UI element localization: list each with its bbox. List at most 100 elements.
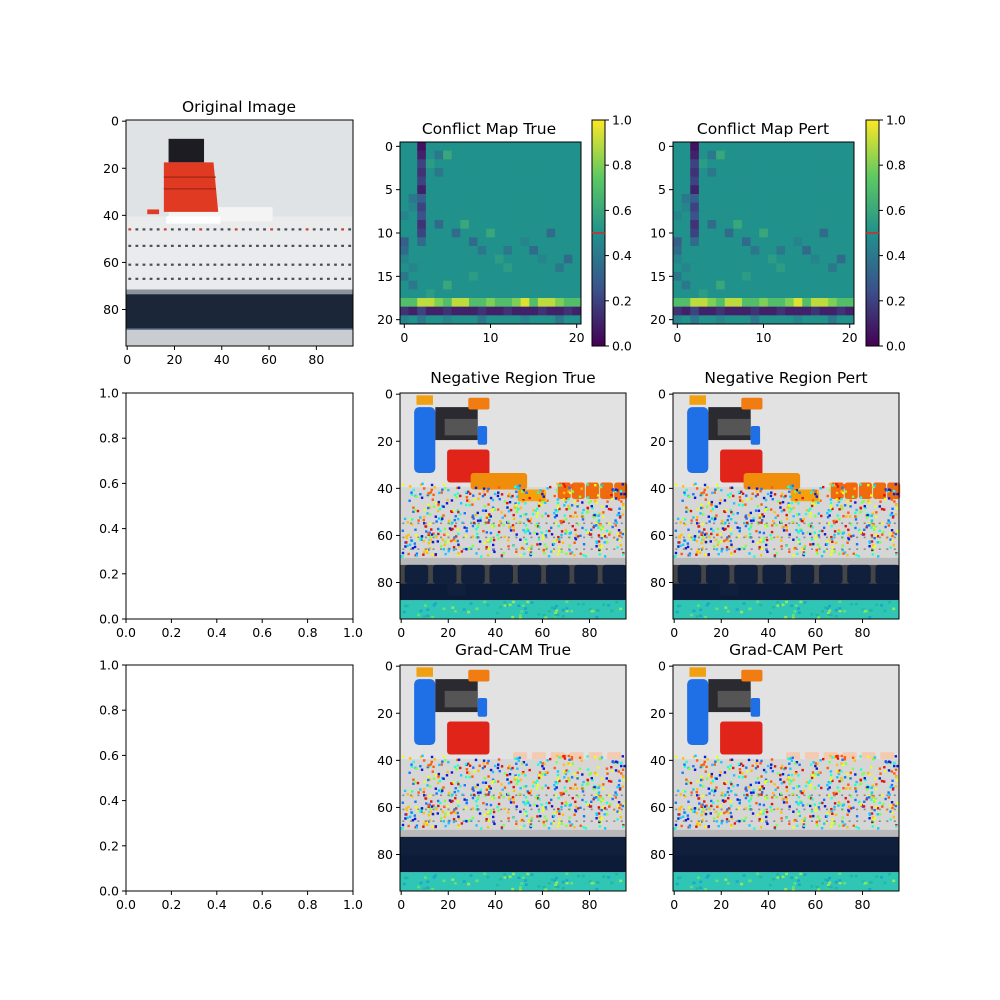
deck-window	[606, 820, 608, 822]
deck-speckle	[813, 776, 815, 778]
water-speckle	[838, 873, 841, 876]
deck-speckle	[465, 548, 467, 550]
heatmap-cell	[443, 272, 452, 281]
deck-speckle	[623, 765, 625, 767]
ship-superstructure	[126, 217, 353, 292]
deck-speckle	[618, 811, 620, 813]
heatmap-cell	[495, 185, 504, 194]
window	[228, 278, 231, 280]
water-speckle	[476, 607, 479, 610]
heatmap-cell	[434, 159, 443, 168]
deck-speckle	[859, 755, 861, 757]
deck-speckle	[583, 815, 585, 817]
heatmap-cell	[768, 177, 777, 186]
heatmap-cell	[486, 298, 495, 307]
heatmap-cell	[564, 194, 573, 203]
deck-speckle	[501, 493, 503, 495]
deck-window	[834, 522, 836, 524]
deck-speckle	[777, 786, 779, 788]
deck-speckle	[545, 806, 547, 808]
deck-speckle	[819, 487, 821, 489]
deck-speckle	[717, 825, 719, 827]
deck-speckle	[788, 823, 790, 825]
deck-speckle	[618, 529, 620, 531]
deck-speckle	[608, 508, 610, 510]
water-speckle	[756, 873, 759, 876]
deck-window	[773, 537, 775, 539]
heatmap-cell	[828, 177, 837, 186]
deck-window	[781, 537, 783, 539]
water-speckle	[749, 879, 752, 882]
deck-speckle	[860, 511, 862, 513]
deck-window	[751, 820, 753, 822]
deck-window	[886, 809, 888, 811]
deck-speckle	[455, 768, 457, 770]
deck-speckle	[745, 789, 747, 791]
deck-speckle	[525, 796, 527, 798]
deck-speckle	[896, 803, 898, 805]
window	[277, 228, 280, 230]
deck-window	[728, 522, 730, 524]
deck-window	[721, 809, 723, 811]
deck-speckle	[701, 764, 703, 766]
deck-speckle	[503, 552, 505, 554]
deck-speckle	[675, 824, 677, 826]
heatmap-cell	[707, 177, 716, 186]
heatmap-cell	[564, 185, 573, 194]
deck-speckle	[572, 525, 574, 527]
deck-speckle	[720, 761, 722, 763]
heatmap-cell	[794, 281, 803, 290]
heatmap-cell	[828, 159, 837, 168]
deck-speckle	[571, 776, 573, 778]
deck-speckle	[599, 524, 601, 526]
deck-speckle	[424, 525, 426, 527]
heatmap-cell	[820, 177, 829, 186]
deck-window	[425, 537, 427, 539]
heatmap-cell	[529, 272, 538, 281]
deck-window	[886, 794, 888, 796]
deck-speckle	[616, 818, 618, 820]
deck-speckle	[444, 813, 446, 815]
heatmap-cell	[452, 307, 461, 316]
heatmap-cell	[673, 151, 682, 160]
deck-speckle	[745, 545, 747, 547]
negative-region-pert-xtick-label: 20	[713, 625, 729, 640]
deck-speckle	[616, 804, 618, 806]
negative-region-true-ytick-label: 0	[385, 387, 393, 402]
heatmap-cell	[837, 289, 846, 298]
deck-speckle	[786, 786, 788, 788]
deck-speckle	[812, 761, 814, 763]
heatmap-cell	[478, 237, 487, 246]
heatmap-cell	[768, 159, 777, 168]
heatmap-cell	[733, 289, 742, 298]
deck-speckle	[507, 811, 509, 813]
window	[242, 278, 245, 280]
heatmap-cell	[682, 237, 691, 246]
deck-window	[811, 809, 813, 811]
window	[157, 264, 160, 266]
deck-speckle	[881, 533, 883, 535]
water-speckle	[602, 875, 605, 878]
water-speckle	[888, 601, 891, 604]
deck-window	[463, 794, 465, 796]
heatmap-cell	[794, 151, 803, 160]
heatmap-cell	[785, 151, 794, 160]
heatmap-cell	[794, 220, 803, 229]
deck-speckle	[802, 804, 804, 806]
deck-window	[864, 537, 866, 539]
deck-speckle	[882, 803, 884, 805]
heatmap-cell	[529, 185, 538, 194]
deck-speckle	[727, 540, 729, 542]
deck-speckle	[580, 825, 582, 827]
heatmap-cell	[495, 315, 504, 324]
heatmap-cell	[555, 185, 564, 194]
deck-speckle	[692, 538, 694, 540]
heatmap-cell	[733, 237, 742, 246]
deck-speckle	[745, 766, 747, 768]
deck-speckle	[877, 827, 879, 829]
deck-speckle	[689, 554, 691, 556]
deck-speckle	[441, 789, 443, 791]
heatmap-cell	[460, 194, 469, 203]
deck-speckle	[417, 519, 419, 521]
heatmap-cell	[452, 211, 461, 220]
